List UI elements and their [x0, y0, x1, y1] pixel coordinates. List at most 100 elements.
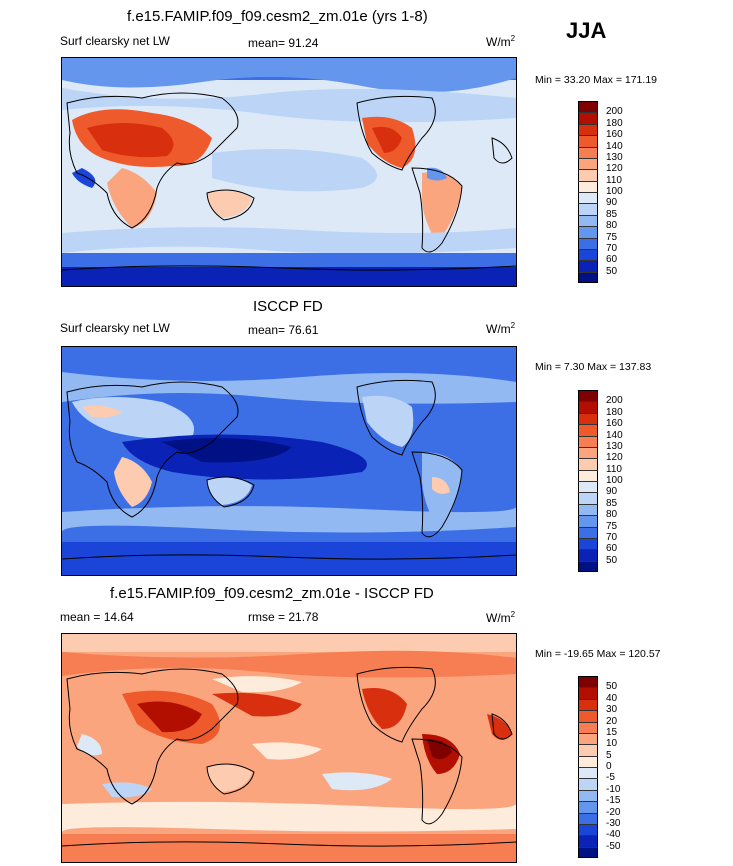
colorbar-tick-label: 90 [606, 486, 618, 498]
colorbar-tick-label: 130 [606, 440, 623, 452]
colorbar-tick-label: 85 [606, 208, 618, 220]
colorbar-tick-label: 110 [606, 174, 622, 186]
colorbar-swatch [578, 469, 598, 481]
colorbar-tick-label: 70 [606, 531, 618, 543]
panel1-variable-label: Surf clearsky net LW [60, 34, 170, 48]
panel2-variable-label: Surf clearsky net LW [60, 321, 170, 335]
colorbar-tick-label: 40 [606, 692, 618, 704]
season-label: JJA [566, 18, 607, 43]
colorbar-tick-label: 140 [606, 140, 623, 152]
panel2-minmax: Min = 7.30 Max = 137.83 [535, 361, 652, 373]
colorbar-tick-label: 90 [606, 197, 618, 209]
panel3-colorbar: 50 40 30 20 15 10 5 0 -5 -10 -15 -20 -30 -40 -50 [578, 676, 648, 858]
colorbar-tick-label: 180 [606, 117, 623, 129]
colorbar-tick-label: 75 [606, 231, 618, 243]
colorbar-swatch [578, 101, 598, 113]
colorbar-tick-label: 5 [606, 749, 612, 761]
panel2-colorbar: 200 180 160 140 130 120 110 100 90 85 80 75 70 60 50 [578, 390, 648, 572]
colorbar-tick-label: 120 [606, 452, 623, 464]
colorbar-tick-label: 50 [606, 554, 618, 566]
colorbar-tick-label: 100 [606, 475, 623, 486]
panel1-map-field [62, 58, 516, 286]
colorbar-swatch [578, 271, 598, 283]
colorbar-tick-label: -15 [606, 795, 621, 807]
colorbar-tick-label: -20 [606, 806, 621, 818]
colorbar-tick-label: 10 [606, 738, 618, 750]
panel2-map [61, 346, 517, 576]
colorbar-swatch [578, 424, 598, 436]
colorbar-swatch [578, 710, 598, 722]
colorbar-swatch [578, 744, 598, 756]
colorbar-tick-label: -5 [606, 772, 615, 784]
colorbar-tick-label: 110 [606, 463, 622, 475]
colorbar-swatch [578, 767, 598, 779]
panel3-minmax: Min = -19.65 Max = 120.57 [535, 648, 661, 660]
colorbar-tick-label: -50 [606, 840, 621, 852]
colorbar-swatch [578, 481, 598, 493]
colorbar-swatch [578, 801, 598, 813]
colorbar-swatch [578, 435, 598, 447]
colorbar-swatch [578, 203, 598, 215]
colorbar-swatch [578, 248, 598, 261]
colorbar-tick-label: 160 [606, 129, 623, 141]
colorbar-tick-label: 85 [606, 497, 618, 509]
colorbar-tick-label: 75 [606, 520, 618, 532]
colorbar-tick-label: 70 [606, 242, 618, 254]
colorbar-tick-label: -30 [606, 817, 621, 829]
colorbar-swatch [578, 237, 598, 249]
panel1-units: W/m2 [486, 34, 516, 49]
panel3-map [61, 633, 517, 863]
colorbar-tick-label: 50 [606, 681, 618, 693]
colorbar-swatch [578, 401, 598, 413]
colorbar-swatch [578, 835, 598, 847]
colorbar-tick-label: 200 [606, 395, 623, 407]
colorbar-swatch [578, 823, 598, 836]
panel3-rmse-label: rmse = 21.78 [248, 610, 319, 624]
colorbar-tick-label: 0 [606, 761, 612, 772]
colorbar-swatch [578, 537, 598, 550]
colorbar-tick-label: 15 [606, 726, 618, 738]
panel3-mean-label: mean = 14.64 [60, 610, 134, 624]
colorbar-swatch [578, 687, 598, 699]
colorbar-swatch [578, 146, 598, 158]
colorbar-swatch [578, 789, 598, 802]
colorbar-swatch [578, 698, 598, 711]
colorbar-swatch [578, 112, 598, 124]
colorbar-swatch [578, 549, 598, 561]
colorbar-swatch [578, 812, 598, 824]
panel2-map-field [62, 347, 516, 575]
colorbar-swatch [578, 846, 598, 858]
colorbar-swatch [578, 732, 598, 745]
colorbar-swatch [578, 260, 598, 272]
colorbar-swatch [578, 503, 598, 516]
colorbar-tick-label: 20 [606, 715, 618, 727]
panel2-title: ISCCP FD [253, 298, 323, 315]
colorbar-tick-label: 120 [606, 163, 623, 175]
colorbar-tick-label: 50 [606, 265, 618, 277]
colorbar-tick-label: 80 [606, 220, 618, 232]
colorbar-swatch [578, 526, 598, 538]
colorbar-tick-label: 180 [606, 406, 623, 418]
panel1-colorbar: 200 180 160 140 130 120 110 100 90 85 80 75 70 60 50 [578, 101, 648, 283]
colorbar-swatch [578, 755, 598, 767]
colorbar-swatch [578, 390, 598, 402]
panel1-title: f.e15.FAMIP.f09_f09.cesm2_zm.01e (yrs 1-… [127, 8, 428, 25]
colorbar-tick-label: 60 [606, 254, 618, 266]
colorbar-swatch [578, 721, 598, 733]
colorbar-swatch [578, 492, 598, 504]
colorbar-swatch [578, 560, 598, 572]
colorbar-tick-label: 140 [606, 429, 623, 441]
colorbar-tick-label: -40 [606, 829, 621, 841]
colorbar-swatch [578, 676, 598, 688]
colorbar-swatch [578, 515, 598, 527]
colorbar-swatch [578, 192, 598, 204]
colorbar-swatch [578, 135, 598, 147]
panel3-title: f.e15.FAMIP.f09_f09.cesm2_zm.01e - ISCCP… [110, 585, 434, 602]
panel1-minmax: Min = 33.20 Max = 171.19 [535, 74, 657, 86]
panel3-units: W/m2 [486, 610, 516, 625]
colorbar-swatch [578, 412, 598, 425]
colorbar-swatch [578, 157, 598, 170]
colorbar-tick-label: 60 [606, 543, 618, 555]
panel1-mean-label: mean= 91.24 [248, 36, 319, 50]
colorbar-swatch [578, 214, 598, 227]
